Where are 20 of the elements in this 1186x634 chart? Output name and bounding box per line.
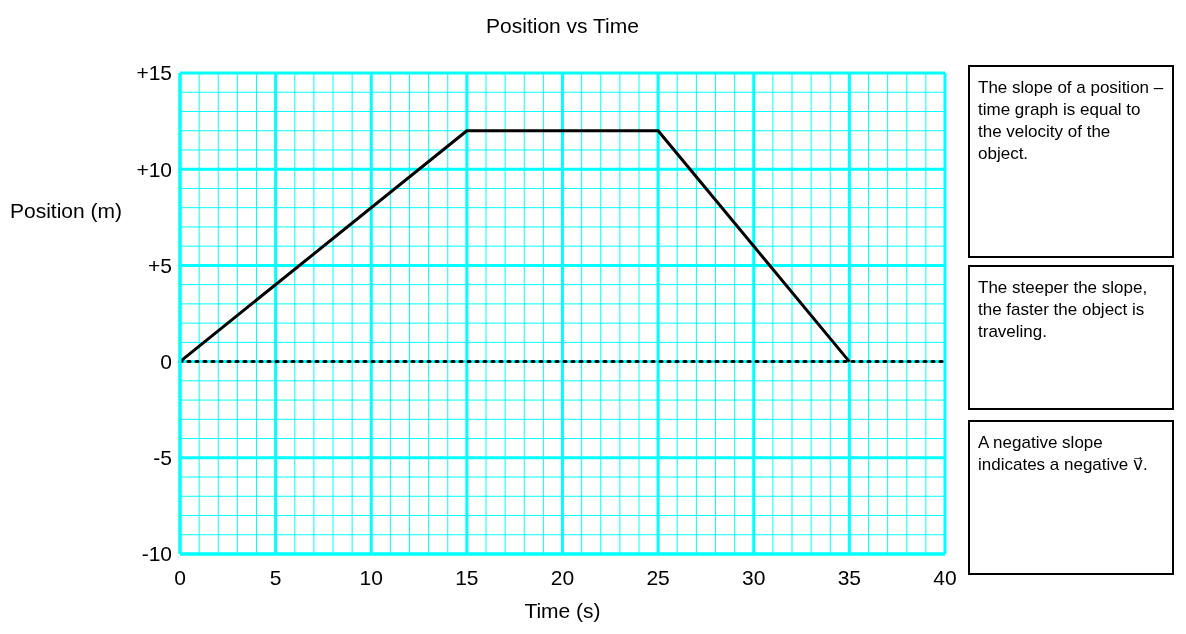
- x-tick-label: 25: [646, 565, 670, 589]
- y-tick-label: +15: [136, 61, 172, 85]
- x-axis-title: Time (s): [524, 599, 601, 622]
- text: A negative slope indicates a negative v⃗.: [978, 433, 1148, 474]
- y-tick-label: -10: [141, 542, 172, 566]
- y-tick-label: +10: [136, 157, 172, 181]
- text: The steeper the slope, the faster the object is traveling.: [978, 278, 1148, 341]
- y-axis-title: Position (m): [10, 199, 123, 223]
- x-tick-label: 15: [455, 565, 479, 589]
- x-tick-label: 35: [837, 565, 862, 589]
- x-tick-label: 40: [933, 565, 957, 589]
- text: The slope of a position – time graph is equal to the velocity of the object.: [978, 78, 1164, 163]
- x-tick-label: 20: [550, 565, 575, 589]
- y-tick-label: -5: [153, 446, 172, 470]
- chart-title: Position vs Time: [485, 14, 640, 38]
- x-tick-label: 30: [742, 565, 766, 589]
- x-tick-label: 5: [269, 565, 282, 589]
- x-tick-label: 10: [359, 565, 383, 589]
- y-tick-label: +5: [148, 253, 172, 277]
- y-tick-label: 0: [160, 350, 172, 374]
